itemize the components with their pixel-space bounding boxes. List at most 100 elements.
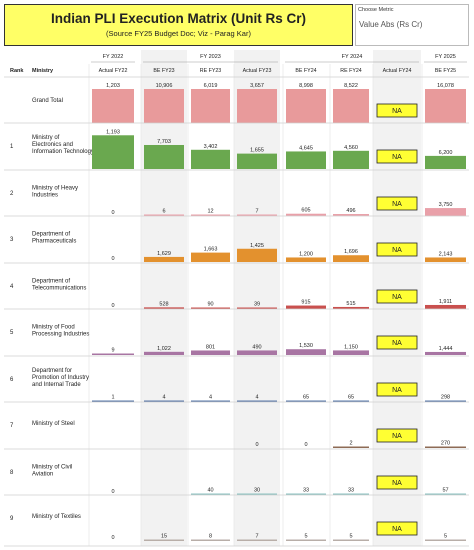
data-label: 9: [111, 348, 114, 354]
data-label: 1,655: [250, 148, 264, 154]
rank-cell: 3: [10, 237, 14, 243]
data-label: 4: [162, 395, 165, 401]
column-header: BE FY23: [153, 68, 174, 74]
bar: [191, 149, 230, 169]
ministry-name: Ministry of Steel: [32, 421, 75, 427]
data-label: 0: [111, 256, 114, 262]
data-label: 4: [209, 395, 212, 401]
data-label: 4,560: [344, 145, 358, 151]
data-label: 1: [111, 395, 114, 401]
bar: [144, 400, 184, 402]
data-label: 8: [209, 534, 212, 540]
ministry-name: Ministry of Food Processing Industries: [32, 325, 89, 338]
ministry-name: Department of Pharmaceuticals: [32, 232, 76, 245]
na-badge: [376, 242, 418, 257]
bar: [191, 214, 230, 216]
bar: [333, 255, 369, 262]
bar: [333, 150, 369, 169]
na-label: NA: [392, 340, 402, 347]
data-label: 6,019: [204, 83, 218, 89]
bar: [237, 493, 277, 495]
data-label: 7: [255, 209, 258, 215]
rank-header: Rank: [10, 68, 24, 74]
data-label: 801: [206, 344, 215, 350]
bar: [144, 539, 184, 541]
ministry-name: Ministry of Electronics and Information Te…: [32, 135, 94, 155]
data-label: 57: [442, 488, 448, 494]
na-label: NA: [392, 294, 402, 301]
na-badge: [376, 521, 418, 536]
bar: [237, 89, 277, 123]
data-label: 8,998: [299, 83, 313, 89]
column-header: BE FY24: [295, 68, 316, 74]
data-label: 7: [255, 534, 258, 540]
bar: [92, 135, 134, 169]
bar: [286, 257, 326, 262]
data-label: 1,696: [344, 249, 358, 255]
bar: [92, 89, 134, 123]
bar: [191, 400, 230, 402]
bar: [237, 350, 277, 355]
bar: [144, 214, 184, 216]
bar: [286, 539, 326, 541]
chart-title: Indian PLI Execution Matrix (Unit Rs Cr): [50, 11, 307, 26]
column-shade: [234, 50, 280, 546]
na-label: NA: [392, 154, 402, 161]
year-header: FY 2025: [435, 54, 456, 60]
bar: [333, 400, 369, 402]
data-label: 0: [111, 535, 114, 541]
na-badge: [376, 289, 418, 304]
bar: [286, 213, 326, 216]
data-label: 4,645: [299, 145, 313, 151]
data-label: 3,657: [250, 83, 264, 89]
bar: [286, 151, 326, 169]
data-label: 5: [349, 534, 352, 540]
data-label: 40: [207, 488, 213, 494]
data-label: 0: [255, 442, 258, 448]
column-header: Actual FY24: [383, 68, 412, 74]
data-label: 12: [207, 209, 213, 215]
na-badge: [376, 428, 418, 443]
bar: [286, 305, 326, 309]
bar: [191, 307, 230, 309]
bar: [237, 248, 277, 262]
bar: [333, 306, 369, 309]
rank-cell: 5: [10, 330, 14, 336]
data-label: 1,530: [299, 343, 313, 349]
metric-selector-value[interactable]: Value Abs (Rs Cr): [359, 20, 423, 29]
data-label: 1,629: [157, 251, 171, 257]
bar: [333, 89, 369, 123]
bar: [425, 351, 466, 355]
data-label: 3,750: [439, 202, 453, 208]
data-label: 1,150: [344, 344, 358, 350]
data-label: 1,203: [106, 83, 120, 89]
data-label: 0: [111, 303, 114, 309]
rank-cell: 4: [10, 284, 14, 290]
metric-selector[interactable]: Choose Metric Value Abs (Rs Cr): [355, 4, 469, 46]
data-label: 1,193: [106, 129, 120, 135]
na-label: NA: [392, 247, 402, 254]
bar: [425, 257, 466, 262]
na-badge: [376, 335, 418, 350]
bar: [237, 539, 277, 541]
data-label: 1,663: [204, 247, 218, 253]
na-badge: [376, 196, 418, 211]
column-header: BE FY25: [435, 68, 456, 74]
na-label: NA: [392, 387, 402, 394]
na-label: NA: [392, 526, 402, 533]
data-label: 33: [303, 488, 309, 494]
data-label: 33: [348, 488, 354, 494]
bar: [191, 350, 230, 355]
bar: [191, 493, 230, 495]
bar: [425, 539, 466, 541]
ministry-name: Ministry of Textiles: [32, 514, 81, 520]
bar: [425, 155, 466, 169]
data-label: 528: [159, 301, 168, 307]
data-label: 1,022: [157, 346, 171, 352]
data-label: 490: [252, 344, 261, 350]
metric-selector-label: Choose Metric: [358, 7, 394, 13]
bar: [425, 89, 466, 123]
data-label: 1,425: [250, 243, 264, 249]
bar: [333, 493, 369, 495]
